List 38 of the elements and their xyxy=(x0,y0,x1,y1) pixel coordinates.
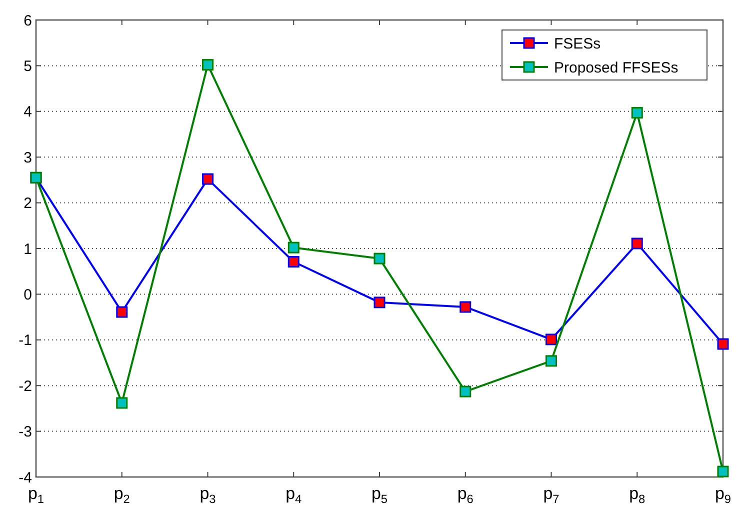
point xyxy=(717,338,729,350)
y-tick-label: -1 xyxy=(18,332,32,350)
point xyxy=(374,252,386,264)
point xyxy=(374,296,386,308)
y-tick-label: 2 xyxy=(24,195,32,212)
point xyxy=(631,238,643,250)
x-tick-label: p$_{9}$ xyxy=(714,484,732,506)
point xyxy=(288,242,300,254)
x-tick-label: p$_{4}$ xyxy=(286,484,302,506)
x-tick-label: p$_{5}$ xyxy=(371,484,388,506)
y-tick-label: 1 xyxy=(24,240,32,258)
point xyxy=(546,334,557,346)
point xyxy=(202,173,214,185)
point xyxy=(460,386,472,398)
x-tick-label: p$_{7}$ xyxy=(543,484,560,506)
point xyxy=(717,466,729,478)
y-tick-label: 3 xyxy=(24,149,32,166)
point xyxy=(116,306,128,318)
x-tick-label: p$_{8}$ xyxy=(629,484,646,506)
y-tick-label: -2 xyxy=(18,378,32,395)
x-tick-label: p$_{3}$ xyxy=(200,484,216,506)
point xyxy=(202,59,214,71)
point xyxy=(631,107,643,119)
y-tick-label: 4 xyxy=(24,104,32,121)
point xyxy=(116,397,128,409)
x-tick-label: p$_{2}$ xyxy=(114,484,130,506)
y-tick-label: -3 xyxy=(18,424,32,441)
x-tick-label: p$_{1}$ xyxy=(28,484,44,506)
legend-label: Proposed FFSESs xyxy=(554,59,678,76)
y-tick-label: -4 xyxy=(18,469,32,486)
point xyxy=(288,256,300,268)
point xyxy=(546,355,557,367)
y-tick-label: 5 xyxy=(24,58,32,75)
point xyxy=(460,301,472,313)
y-tick-label: 6 xyxy=(24,12,32,30)
y-tick-label: 0 xyxy=(24,286,32,304)
legend-label: FSESs xyxy=(554,35,601,52)
x-tick-label: p$_{6}$ xyxy=(457,484,474,506)
